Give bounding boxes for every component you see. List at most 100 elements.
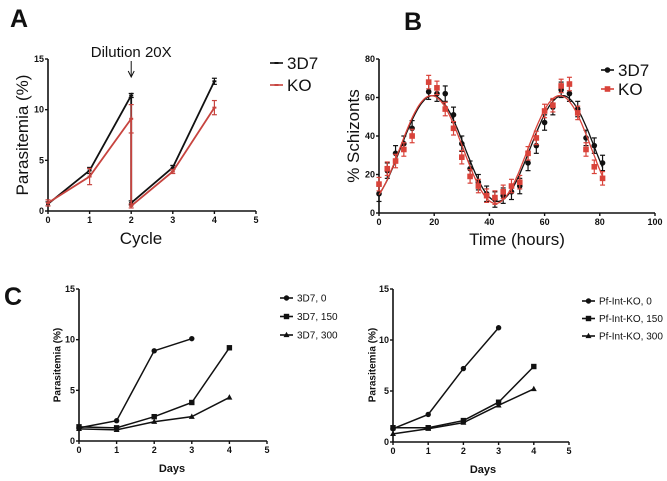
data-point bbox=[425, 79, 432, 85]
data-point bbox=[516, 179, 523, 185]
y-tick-label: 20 bbox=[365, 170, 375, 180]
data-point bbox=[129, 94, 134, 97]
x-tick-label: 5 bbox=[264, 445, 269, 455]
legend-label: 3D7 bbox=[618, 61, 649, 80]
legend-label: 3D7, 0 bbox=[297, 294, 327, 305]
data-point bbox=[151, 348, 157, 354]
data-point bbox=[390, 430, 396, 436]
data-point bbox=[392, 158, 399, 164]
x-tick-label: 3 bbox=[189, 445, 194, 455]
data-point bbox=[170, 166, 175, 169]
x-tick-label: 1 bbox=[114, 445, 119, 455]
x-tick-label: 40 bbox=[484, 217, 494, 227]
y-tick-label: 60 bbox=[365, 93, 375, 103]
x-axis-label: Cycle bbox=[120, 229, 163, 248]
data-point bbox=[425, 425, 432, 431]
legend-marker bbox=[585, 298, 592, 304]
y-tick-label: 5 bbox=[70, 385, 75, 395]
data-point bbox=[541, 119, 548, 126]
data-point bbox=[450, 112, 457, 118]
x-axis-label: Time (hours) bbox=[469, 230, 565, 249]
y-tick-label: 5 bbox=[39, 155, 44, 165]
chart-c-left: 0 1 2 3 4 5 0 5 10 15 Parasitemia (%) Days 3D7, 0 3D7… bbox=[53, 284, 339, 475]
data-point bbox=[566, 90, 573, 97]
chart-c-right: 0 1 2 3 4 5 0 5 10 15 Parasitemia (%) Days Pf-Int-KO… bbox=[368, 284, 664, 476]
x-tick-label: 1 bbox=[87, 215, 92, 225]
x-axis-label: Days bbox=[470, 464, 496, 476]
data-point bbox=[226, 394, 233, 400]
panel-label-c: C bbox=[4, 283, 22, 311]
chart-a: 0 1 2 3 4 5 0 5 10 15 Parasitemia (%) Cycle Dilution… bbox=[13, 44, 318, 248]
y-tick-label: 15 bbox=[379, 284, 389, 294]
data-point bbox=[459, 154, 465, 160]
chart-b: 0 20 40 60 80 100 0 20 40 60 80 % Schizonts Time (ho… bbox=[344, 54, 663, 249]
data-point bbox=[460, 365, 467, 372]
x-tick-label: 4 bbox=[227, 445, 232, 455]
x-tick-label: 5 bbox=[253, 215, 258, 225]
data-point bbox=[129, 204, 134, 207]
series-ko bbox=[376, 74, 606, 205]
data-point bbox=[188, 413, 195, 419]
data-point bbox=[442, 90, 449, 97]
x-tick-label: 2 bbox=[129, 215, 134, 225]
legend-marker bbox=[604, 67, 611, 73]
series-line bbox=[47, 107, 216, 208]
data-point bbox=[533, 135, 540, 141]
legend-marker bbox=[283, 295, 290, 301]
x-tick-label: 3 bbox=[170, 215, 175, 225]
data-point bbox=[574, 110, 581, 116]
x-axis-label: Days bbox=[159, 463, 185, 475]
data-point bbox=[599, 175, 606, 182]
data-point bbox=[500, 189, 506, 195]
y-tick-label: 0 bbox=[39, 206, 44, 216]
data-point bbox=[151, 418, 158, 424]
x-tick-label: 4 bbox=[212, 215, 217, 225]
data-point bbox=[525, 150, 531, 157]
data-point bbox=[531, 363, 537, 370]
legend-label: Pf-Int-KO, 300 bbox=[599, 332, 663, 343]
legend-label: KO bbox=[287, 76, 312, 95]
x-tick-label: 5 bbox=[566, 446, 571, 456]
data-point bbox=[226, 345, 233, 351]
y-tick-label: 15 bbox=[65, 284, 75, 294]
data-point bbox=[390, 425, 396, 431]
y-tick-label: 80 bbox=[365, 54, 375, 64]
data-point bbox=[189, 399, 195, 406]
data-point bbox=[129, 117, 134, 120]
data-point bbox=[425, 88, 432, 95]
y-tick-label: 10 bbox=[34, 105, 44, 115]
legend-marker bbox=[283, 313, 290, 320]
legend-marker bbox=[585, 332, 592, 339]
data-point bbox=[384, 165, 391, 172]
x-tick-label: 60 bbox=[540, 217, 550, 227]
data-point bbox=[550, 102, 556, 108]
data-point bbox=[566, 81, 573, 87]
x-tick-label: 0 bbox=[45, 215, 50, 225]
data-point bbox=[212, 106, 217, 109]
series-3d7-300 bbox=[76, 394, 233, 433]
data-point bbox=[170, 170, 175, 173]
y-axis-label: Parasitemia (%) bbox=[53, 328, 64, 402]
legend-label: KO bbox=[618, 80, 643, 99]
series-ko bbox=[45, 99, 217, 209]
data-point bbox=[483, 192, 490, 199]
x-tick-label: 1 bbox=[426, 446, 431, 456]
data-point bbox=[467, 173, 473, 180]
data-point bbox=[460, 419, 467, 425]
legend-marker bbox=[274, 84, 279, 86]
data-point bbox=[591, 142, 598, 149]
series-line bbox=[78, 396, 230, 431]
data-point bbox=[189, 335, 195, 342]
y-tick-label: 5 bbox=[384, 386, 389, 396]
data-point bbox=[525, 160, 531, 166]
data-point bbox=[475, 183, 482, 189]
x-tick-label: 20 bbox=[429, 217, 439, 227]
y-tick-label: 10 bbox=[65, 335, 75, 345]
data-point bbox=[591, 164, 598, 170]
series-pf-int-ko-0 bbox=[390, 325, 502, 432]
legend-marker bbox=[283, 331, 290, 338]
x-tick-label: 80 bbox=[595, 217, 605, 227]
x-tick-label: 0 bbox=[76, 445, 81, 455]
legend-marker bbox=[274, 62, 279, 64]
